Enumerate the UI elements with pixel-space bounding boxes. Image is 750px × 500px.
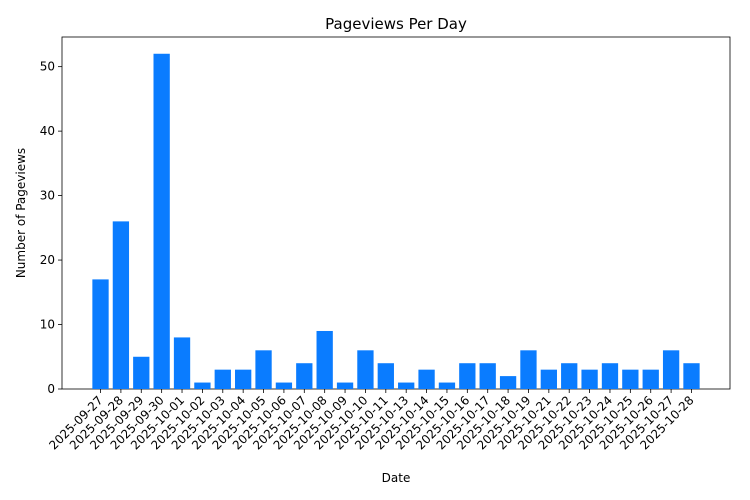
bar xyxy=(153,53,170,390)
y-tick-label: 40 xyxy=(40,124,55,138)
y-axis-label: Number of Pageviews xyxy=(14,148,28,278)
bar xyxy=(499,376,517,389)
bar xyxy=(133,356,150,389)
bar xyxy=(438,382,456,389)
bar xyxy=(561,363,578,389)
bar xyxy=(642,369,659,389)
chart-title: Pageviews Per Day xyxy=(325,15,467,33)
y-tick-label: 30 xyxy=(40,189,55,203)
bar xyxy=(275,382,293,389)
bar xyxy=(459,363,476,389)
bar xyxy=(173,337,191,389)
bar xyxy=(398,382,415,389)
bar xyxy=(540,369,557,389)
bar xyxy=(194,382,211,389)
bar xyxy=(479,363,496,389)
y-tick-label: 10 xyxy=(40,318,55,332)
y-tick-label: 0 xyxy=(47,382,55,396)
bar xyxy=(622,369,639,389)
bar xyxy=(662,350,680,389)
x-axis-label: Date xyxy=(382,471,411,485)
bar xyxy=(296,363,313,389)
y-tick-label: 50 xyxy=(40,60,55,74)
bar xyxy=(520,350,537,389)
plot-frame xyxy=(61,36,731,390)
bar xyxy=(418,369,435,389)
bar xyxy=(377,363,394,389)
bar xyxy=(601,363,619,389)
bar xyxy=(336,382,354,389)
y-tick-label: 20 xyxy=(40,253,55,267)
bar xyxy=(357,350,374,389)
bar xyxy=(214,369,231,389)
bar xyxy=(255,350,272,389)
bar xyxy=(683,363,700,389)
bar xyxy=(235,369,252,389)
bar xyxy=(581,369,598,389)
bar xyxy=(92,279,109,389)
bar xyxy=(316,330,333,389)
bar xyxy=(112,221,130,389)
